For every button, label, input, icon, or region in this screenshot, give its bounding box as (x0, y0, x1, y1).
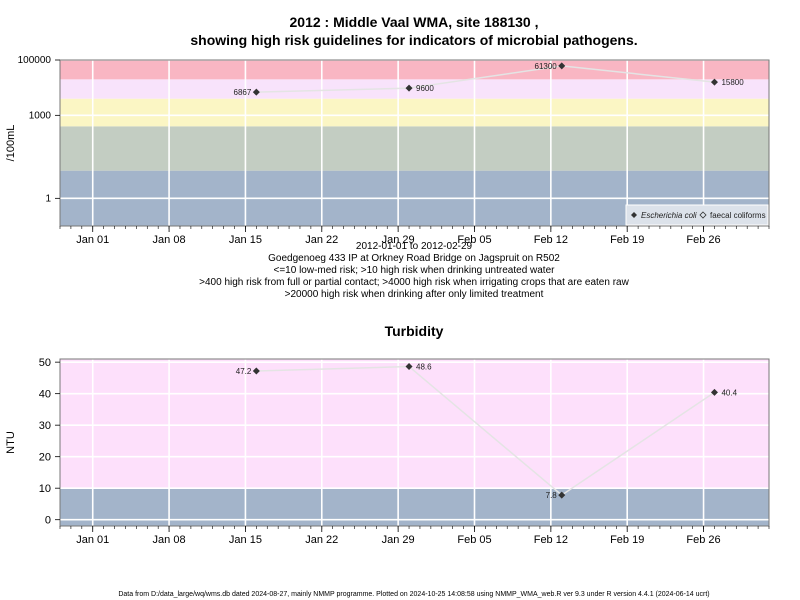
legend-ecoli-marker (631, 212, 637, 218)
chart-2-data-label-0: 47.2 (236, 367, 252, 376)
chart-2-series-line-0 (256, 365, 715, 497)
legend-faecal-marker (699, 211, 707, 219)
chart-1-y-tick-label-1: 1000 (29, 110, 52, 121)
chart-2-y-axis-label: NTU (5, 431, 17, 454)
chart-2-x-tick-label-7: Feb 19 (610, 534, 644, 546)
chart-2-data-point-1 (405, 363, 413, 371)
legend-ecoli-label: Escherichia coli (641, 211, 697, 220)
chart-2-x-tick-label-3: Jan 22 (305, 534, 338, 546)
chart-2-x-tick-label-6: Feb 12 (534, 534, 568, 546)
chart-2-y-tick-label-2: 20 (39, 452, 51, 464)
chart-1-band-1 (60, 126, 769, 171)
chart-1-x-tick-label-6: Feb 12 (534, 234, 568, 246)
chart-2-data-point-3 (710, 388, 718, 396)
chart-1-caption-3: >400 high risk from full or partial cont… (199, 277, 629, 288)
chart-2-y-tick-label-4: 40 (39, 389, 51, 401)
chart-1-series-line-0 (256, 65, 715, 93)
legend-faecal-label: faecal coliforms (710, 211, 766, 220)
chart-2-data-label-3: 40.4 (721, 388, 737, 397)
chart-1-x-tick-label-2: Jan 15 (229, 234, 262, 246)
chart-1-y-tick-label-0: 1 (45, 193, 51, 204)
chart-1-caption-0: 2012-01-01 to 2012-02-29 (356, 241, 473, 252)
chart-1-band-3 (60, 79, 769, 99)
chart-1-caption-1: Goedgenoeg 433 IP at Orkney Road Bridge … (268, 253, 560, 264)
footer-note: Data from D:/data_large/wq/wms.db dated … (118, 591, 709, 598)
chart-2-x-tick-label-8: Feb 26 (686, 534, 720, 546)
chart-1-frame (59, 59, 770, 227)
chart-1-x-tick-label-5: Feb 05 (457, 234, 491, 246)
chart-1-data-point-3 (710, 78, 718, 86)
chart-1-data-point-1 (405, 84, 413, 92)
chart-2-y-tick-label-3: 30 (39, 420, 51, 432)
chart-2-frame (59, 358, 770, 527)
chart-2-data-label-2: 7.8 (546, 491, 558, 500)
chart-1-x-tick-label-3: Jan 22 (305, 234, 338, 246)
chart-2-title: Turbidity (385, 323, 444, 339)
chart-2-x-tick-label-4: Jan 29 (382, 534, 415, 546)
chart-2-data-point-0 (252, 367, 260, 375)
chart-1-data-label-2: 61300 (535, 62, 558, 71)
chart-2-y-tick-label-1: 10 (39, 483, 51, 495)
chart-1-x-tick-label-1: Jan 08 (153, 234, 186, 246)
chart-1-data-point-2 (558, 62, 566, 70)
chart-2-data-point-2 (558, 491, 566, 499)
chart-2-y-tick-label-0: 0 (45, 515, 51, 527)
chart-1-data-label-1: 9600 (416, 84, 434, 93)
chart-1-x-tick-label-4: Jan 29 (382, 234, 415, 246)
chart-1-caption-4: >20000 high risk when drinking after onl… (285, 289, 544, 300)
chart-1-legend: Escherichia coli faecal coliforms (625, 204, 769, 226)
chart-2-y-tick-label-5: 50 (39, 357, 51, 369)
chart-1-title: 2012 : Middle Vaal WMA, site 188130 , (290, 14, 539, 30)
chart-1-y-axis-label: /100mL (5, 125, 17, 162)
chart-2-x-tick-label-0: Jan 01 (76, 534, 109, 546)
chart-2-x-tick-label-2: Jan 15 (229, 534, 262, 546)
chart-1-caption-2: <=10 low-med risk; >10 high risk when dr… (274, 265, 556, 276)
legend-box (625, 204, 769, 226)
chart-1-band-4 (60, 60, 769, 80)
chart-1-x-tick-label-8: Feb 26 (686, 234, 720, 246)
chart-1-data-label-3: 15800 (721, 78, 744, 87)
chart-1-x-tick-label-7: Feb 19 (610, 234, 644, 246)
chart-2-x-tick-label-5: Feb 05 (457, 534, 491, 546)
chart-2-x-tick-label-1: Jan 08 (153, 534, 186, 546)
chart-1-subtitle: showing high risk guidelines for indicat… (190, 32, 637, 48)
chart-1-x-tick-label-0: Jan 01 (76, 234, 109, 246)
chart-1-data-point-0 (252, 88, 260, 96)
chart-2-band-1 (60, 359, 769, 489)
chart-1-y-tick-label-2: 100000 (18, 55, 52, 66)
chart-2-data-label-1: 48.6 (416, 363, 432, 372)
chart-1-data-label-0: 6867 (234, 88, 252, 97)
chart-1-band-2 (60, 98, 769, 127)
